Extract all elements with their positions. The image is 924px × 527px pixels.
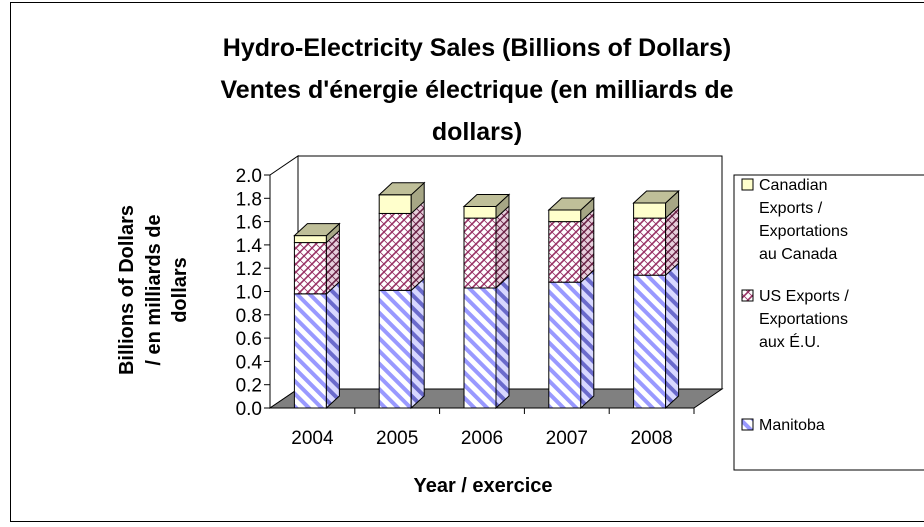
bar-segment	[293, 235, 327, 244]
bar-segment	[633, 202, 667, 219]
bar-segment	[378, 212, 412, 291]
plot-area: 0.00.2 0.40.60.81.0 1.21.41.6 1.82.0 2004 200…	[236, 155, 724, 449]
bar-segment-side	[495, 274, 510, 410]
bar-segment	[293, 242, 327, 295]
legend-label: aux É.U.	[759, 332, 820, 351]
legend-entry: Manitoba	[741, 417, 825, 434]
chart-title-line-2: Ventes d'énergie électrique (en milliard…	[220, 76, 733, 104]
y-axis-title-line-1: Billions of Dollars	[116, 205, 138, 375]
chart-title-line-1: Hydro-Electricity Sales (Billions of Dol…	[223, 34, 731, 62]
bar-segment-side	[410, 200, 425, 292]
y-tick-label: 1.2	[236, 259, 262, 280]
bar-segment-side	[580, 208, 595, 284]
bar-segment	[633, 217, 667, 276]
bar-segment	[463, 287, 497, 409]
bar-segment	[548, 221, 582, 283]
bar-segment-side	[325, 280, 340, 410]
bar-segment	[378, 289, 412, 409]
x-tick-label: 2007	[546, 428, 588, 449]
x-tick-label: 2004	[291, 428, 334, 449]
chart-title-line-3: dollars)	[432, 118, 522, 146]
bar-segment-side	[580, 269, 595, 410]
y-tick-label: 2.0	[236, 166, 262, 187]
y-axis-title-line-2: / en milliards de	[143, 214, 165, 365]
bar-segment	[548, 209, 582, 223]
legend-label: au Canada	[759, 246, 837, 263]
bar-segment	[548, 281, 582, 409]
bar-segment	[633, 274, 667, 409]
y-tick-label: 1.6	[236, 213, 262, 234]
legend-label: Exports /	[759, 200, 823, 217]
legend-label: Exportations	[759, 223, 848, 240]
legend-swatch	[741, 178, 754, 191]
legend-entry: US Exports / Exportations aux É.U.	[741, 288, 849, 351]
bar-segment	[378, 194, 412, 214]
legend-box	[733, 174, 924, 471]
y-tick-label: 0.0	[236, 399, 262, 420]
legend-label: Canadian	[759, 177, 828, 194]
bar-segment	[463, 205, 497, 219]
legend-label: US Exports /	[759, 288, 849, 305]
y-tick-label: 1.4	[236, 236, 263, 257]
bar-top	[632, 190, 680, 204]
legend-swatch	[741, 289, 754, 302]
bar-segment-side	[410, 277, 425, 410]
bar-top	[377, 182, 426, 196]
y-tick-label: 0.6	[236, 329, 262, 350]
y-tick-label: 0.2	[236, 376, 262, 397]
bar-top	[547, 197, 596, 211]
side-wall	[269, 155, 299, 409]
bar-stack	[547, 196, 596, 410]
legend: Canadian Exports / Exportations au Canada US…	[733, 174, 924, 471]
bar-top	[293, 223, 341, 237]
y-tick-label: 0.4	[236, 352, 263, 373]
bar-segment-side	[665, 262, 680, 410]
y-axis-title-line-3: dollars	[169, 257, 191, 323]
y-axis-title: Billions of Dollars / en milliards de do…	[116, 205, 191, 375]
y-tick-label: 0.8	[236, 306, 262, 327]
legend-label: Manitoba	[759, 417, 825, 434]
bar-stack	[377, 181, 426, 410]
bar-segment	[463, 217, 497, 289]
bar-stack	[462, 193, 511, 410]
bar-stack	[293, 222, 341, 410]
legend-swatch	[741, 418, 754, 431]
x-tick-label: 2008	[630, 428, 672, 449]
chart-title: Hydro-Electricity Sales (Billions of Dol…	[220, 34, 733, 146]
legend-entry: Canadian Exports / Exportations au Canada	[741, 177, 848, 263]
bar-stack	[632, 189, 680, 410]
bar-segment	[293, 293, 327, 409]
bar-segment-side	[495, 204, 510, 290]
x-tick-label: 2005	[376, 428, 418, 449]
x-axis-title: Year / exercice	[413, 475, 552, 497]
x-tick-label: 2006	[461, 428, 503, 449]
legend-label: Exportations	[759, 311, 848, 328]
y-tick-label: 1.0	[236, 283, 262, 304]
bar-top	[462, 193, 511, 207]
y-tick-label: 1.8	[236, 189, 262, 210]
